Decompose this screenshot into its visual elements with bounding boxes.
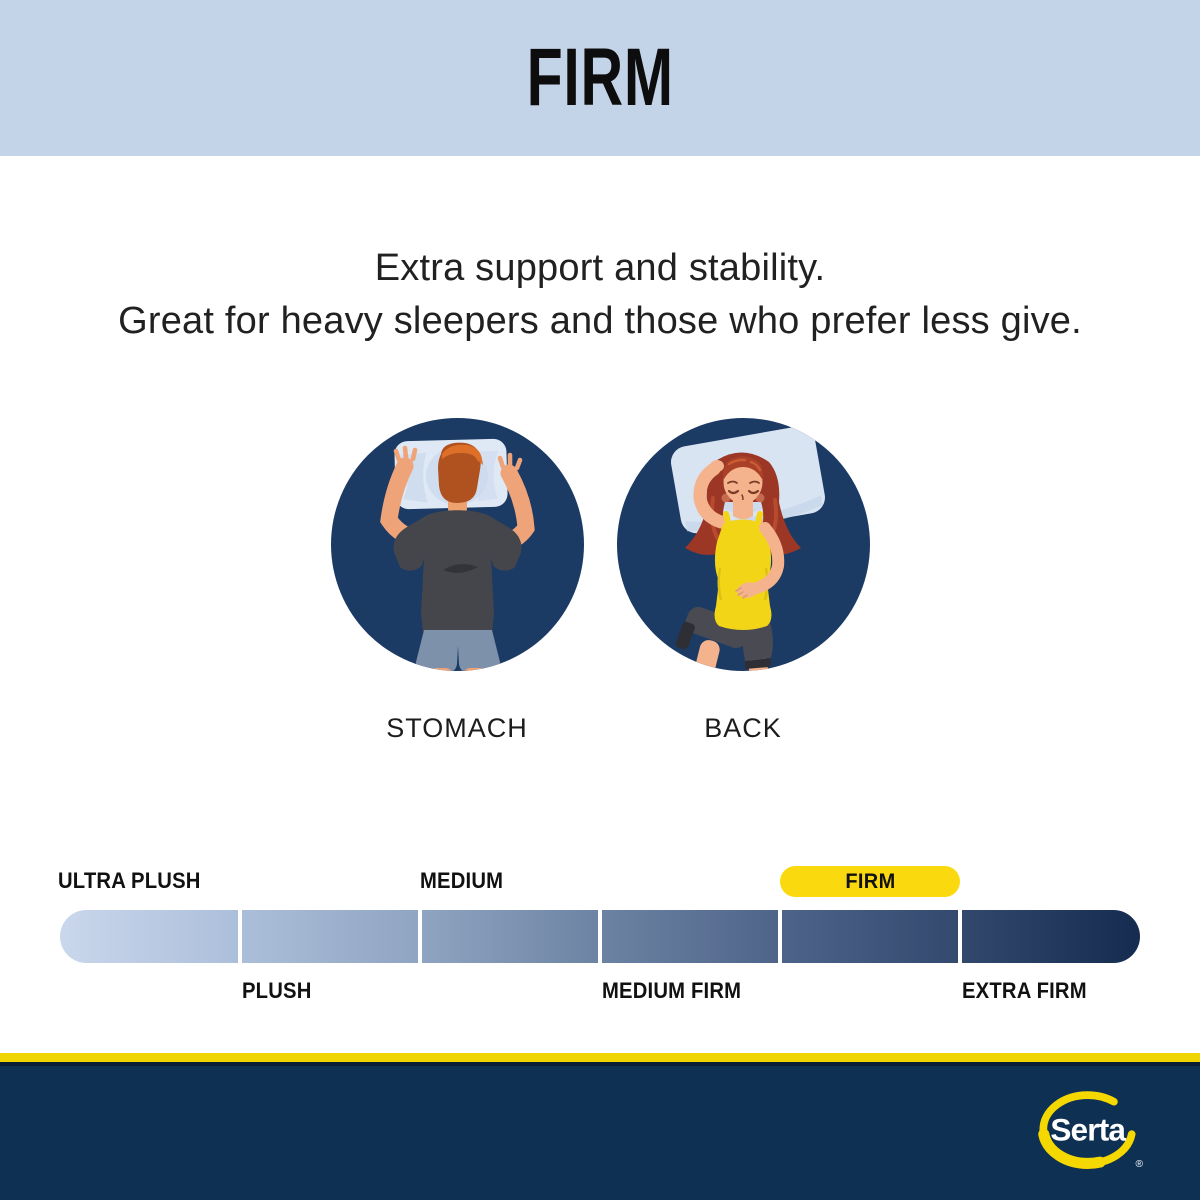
back-label: BACK	[704, 713, 782, 743]
page-title: FIRM	[526, 32, 674, 123]
serta-logo-text: Serta	[1050, 1111, 1126, 1147]
footer-dark-line	[0, 1062, 1200, 1066]
scale-label-medium-firm: MEDIUM FIRM	[602, 978, 742, 1003]
scale-label-firm: FIRM	[844, 869, 896, 893]
scale-label-extra-firm: EXTRA FIRM	[962, 978, 1087, 1003]
firmness-scale-bar	[60, 910, 1140, 963]
stomach-label: STOMACH	[386, 713, 528, 743]
segment-divider	[418, 910, 422, 963]
scale-label-medium: MEDIUM	[420, 868, 504, 893]
serta-logo: Serta ®	[1037, 1090, 1144, 1170]
sleep-position-figures: STOMACH	[0, 418, 1200, 744]
description: Extra support and stability. Great for h…	[0, 242, 1200, 348]
segment-divider	[958, 910, 962, 963]
stomach-sleeper-figure: STOMACH	[330, 418, 584, 744]
scale-label-plush: PLUSH	[242, 978, 312, 1003]
firm-highlight-pill: FIRM	[780, 866, 960, 897]
scale-label-ultra-plush: ULTRA PLUSH	[58, 868, 201, 893]
footer-background	[0, 1066, 1200, 1200]
description-line-1: Extra support and stability.	[374, 247, 826, 289]
back-sleeper-figure: BACK	[616, 418, 870, 744]
registered-mark: ®	[1136, 1159, 1144, 1170]
stomach-sleeper-icon	[330, 418, 584, 671]
description-line-2: Great for heavy sleepers and those who p…	[118, 300, 1082, 342]
segment-divider	[598, 910, 602, 963]
back-sleeper-icon	[616, 418, 870, 671]
segment-divider	[778, 910, 782, 963]
segment-divider	[238, 910, 242, 963]
footer-yellow-stripe	[0, 1053, 1200, 1062]
header-banner: FIRM	[0, 0, 1200, 156]
